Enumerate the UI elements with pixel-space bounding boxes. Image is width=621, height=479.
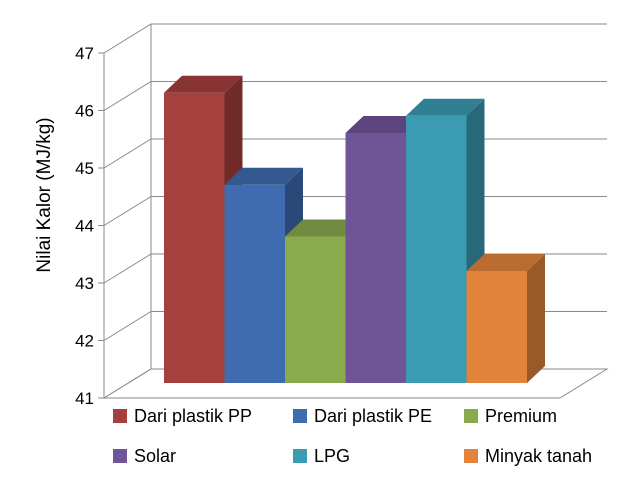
y-tick-label-41: 41 [75, 389, 94, 408]
legend-item-4: LPG [293, 446, 350, 466]
bar-front-0 [164, 92, 225, 383]
y-tick-label-43: 43 [75, 274, 94, 293]
chart-floor [102, 368, 609, 399]
bar-top-1 [224, 167, 303, 185]
bars [164, 75, 545, 383]
legend-label-3: Solar [134, 446, 176, 466]
legend-swatch-3 [113, 449, 127, 463]
gridlines [102, 23, 609, 399]
bar-front-1 [224, 184, 285, 383]
bar-5 [466, 254, 545, 383]
y-axis: 41 42 43 44 45 46 47 [75, 44, 105, 408]
legend-swatch-1 [293, 409, 307, 423]
legend: Dari plastik PP Dari plastik PE Premium Sol… [113, 406, 592, 466]
legend-label-1: Dari plastik PE [314, 406, 432, 426]
y-tick-label-47: 47 [75, 44, 94, 63]
bar-front-3 [345, 133, 406, 383]
legend-item-2: Premium [464, 406, 557, 426]
bar-top-5 [466, 254, 545, 271]
legend-item-5: Minyak tanah [464, 446, 592, 466]
gridline-46 [103, 81, 607, 111]
y-tick-label-45: 45 [75, 159, 94, 178]
legend-label-2: Premium [485, 406, 557, 426]
bar-top-4 [406, 98, 485, 116]
bar-top-2 [285, 219, 364, 237]
bar-front-4 [406, 115, 467, 383]
legend-swatch-5 [464, 449, 478, 463]
y-tick-label-46: 46 [75, 102, 94, 121]
legend-label-5: Minyak tanah [485, 446, 592, 466]
y-tick-label-44: 44 [75, 217, 94, 236]
legend-label-4: LPG [314, 446, 350, 466]
legend-item-0: Dari plastik PP [113, 406, 252, 426]
legend-swatch-2 [464, 409, 478, 423]
bar-front-5 [466, 271, 527, 383]
legend-item-1: Dari plastik PE [293, 406, 432, 426]
legend-label-0: Dari plastik PP [134, 406, 252, 426]
gridline-47 [103, 23, 607, 54]
legend-swatch-0 [113, 409, 127, 423]
bar-top-0 [164, 75, 243, 93]
legend-item-3: Solar [113, 446, 176, 466]
legend-swatch-4 [293, 449, 307, 463]
y-axis-label: Nilai Kalor (MJ/kg) [34, 117, 55, 272]
bar-front-2 [285, 236, 346, 383]
bar-top-3 [345, 116, 424, 133]
bar-side-5 [527, 254, 545, 383]
y-tick-label-42: 42 [75, 332, 94, 351]
